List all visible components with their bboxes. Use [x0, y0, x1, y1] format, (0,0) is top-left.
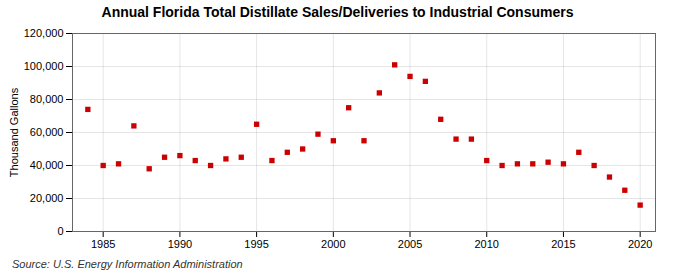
html-text:Annual Florida Total Distillat: Annual Florida Total Distillate Sales/De… [101, 4, 574, 20]
svg-text:100,000: 100,000 [24, 60, 64, 72]
svg-text:1985: 1985 [91, 238, 115, 250]
svg-text:Thousand Gallons: Thousand Gallons [8, 87, 20, 177]
svg-text:80,000: 80,000 [30, 93, 64, 105]
svg-text:40,000: 40,000 [30, 159, 64, 171]
html-text:Source: U.S. Energy Informatio: Source: U.S. Energy Information Administ… [12, 258, 243, 270]
svg-text:2015: 2015 [551, 238, 575, 250]
svg-text:60,000: 60,000 [30, 126, 64, 138]
svg-text:20,000: 20,000 [30, 192, 64, 204]
svg-text:120,000: 120,000 [24, 27, 64, 39]
svg-text:2005: 2005 [398, 238, 422, 250]
svg-text:1990: 1990 [168, 238, 192, 250]
svg-text:0: 0 [57, 225, 63, 237]
svg-text:2020: 2020 [628, 238, 652, 250]
svg-text:1995: 1995 [244, 238, 268, 250]
svg-text:2000: 2000 [321, 238, 345, 250]
svg-text:2010: 2010 [474, 238, 498, 250]
